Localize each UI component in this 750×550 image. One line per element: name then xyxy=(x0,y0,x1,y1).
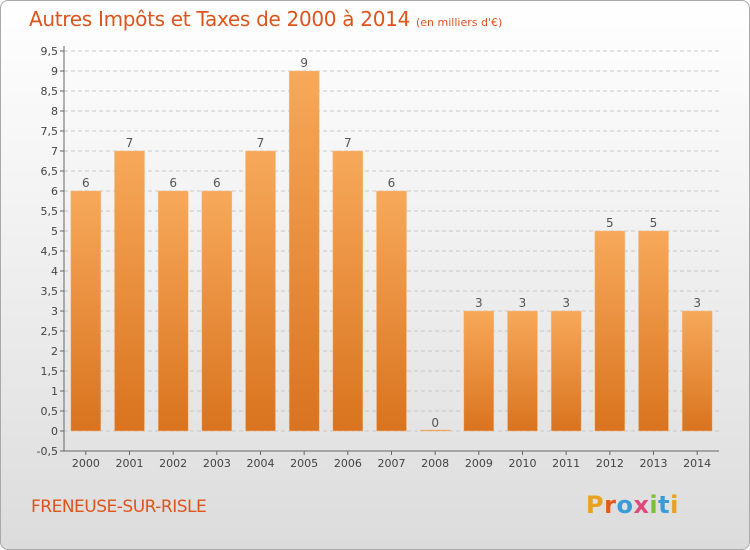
x-tick-label: 2012 xyxy=(596,457,624,470)
y-tick-label: 0 xyxy=(51,425,58,438)
y-tick-label: 5,5 xyxy=(41,205,59,218)
logo-letter: i xyxy=(670,491,679,519)
y-tick-label: 8 xyxy=(51,105,58,118)
y-tick-label: -0,5 xyxy=(37,445,58,458)
y-tick-label: 6 xyxy=(51,185,58,198)
logo-letter: o xyxy=(616,491,634,519)
y-tick-label: 7 xyxy=(51,145,58,158)
x-axis: 2000 2001 2002 2003 2004 2005 2006 2007 2008 2009… xyxy=(72,451,711,470)
bar-value-label: 7 xyxy=(344,136,352,150)
chart-subtitle: (en milliers d'€) xyxy=(416,16,503,29)
proxiti-logo: Proxiti xyxy=(586,491,679,519)
bar-2009 xyxy=(463,310,495,432)
bar-2006 xyxy=(332,150,364,432)
bars: 6 7 6 6 7 9 7 6 0 3 3 3 5 5 3 xyxy=(70,56,713,432)
bar-2002 xyxy=(157,190,189,432)
x-tick-label: 2002 xyxy=(159,457,187,470)
bar-2005 xyxy=(288,70,320,432)
y-tick-label: 9 xyxy=(51,65,58,78)
y-tick-label: 7,5 xyxy=(41,125,59,138)
y-tick-label: 3,5 xyxy=(41,285,59,298)
bar-2011 xyxy=(550,310,582,432)
y-axis: -0,5 0 0,5 1 1,5 2 2,5 3 3,5 4 4,5 5 5,5 6 6,5 7 7,5 8 8,5… xyxy=(37,45,719,458)
y-tick-label: 2,5 xyxy=(41,325,59,338)
y-tick-label: 1,5 xyxy=(41,365,59,378)
x-tick-label: 2006 xyxy=(334,457,362,470)
bar-value-label: 3 xyxy=(693,296,701,310)
x-tick-label: 2000 xyxy=(72,457,100,470)
bar-2000 xyxy=(70,190,102,432)
logo-letter: i xyxy=(649,491,659,519)
x-tick-label: 2010 xyxy=(509,457,537,470)
bar-2010 xyxy=(507,310,538,432)
bar-value-label: 6 xyxy=(213,176,221,190)
bar-value-label: 0 xyxy=(431,416,439,430)
y-tick-label: 2 xyxy=(51,345,58,358)
y-tick-label: 9,5 xyxy=(41,45,59,58)
x-tick-label: 2004 xyxy=(247,457,275,470)
logo-letter: r xyxy=(604,491,617,519)
bar-2013 xyxy=(638,230,669,432)
logo-letter: t xyxy=(658,491,671,519)
y-tick-label: 6,5 xyxy=(41,165,59,178)
bar-value-label: 3 xyxy=(519,296,527,310)
y-tick-label: 5 xyxy=(51,225,58,238)
x-tick-label: 2005 xyxy=(290,457,318,470)
bar-value-label: 3 xyxy=(562,296,570,310)
x-tick-label: 2013 xyxy=(640,457,668,470)
y-tick-label: 1 xyxy=(51,385,58,398)
bar-value-label: 7 xyxy=(257,136,265,150)
logo-letter: x xyxy=(633,491,650,519)
y-tick-label: 3 xyxy=(51,305,58,318)
bar-value-label: 3 xyxy=(475,296,483,310)
bar-2012 xyxy=(594,230,626,432)
bar-2004 xyxy=(245,150,276,432)
x-tick-label: 2007 xyxy=(378,457,406,470)
bar-2001 xyxy=(114,150,145,432)
x-tick-label: 2001 xyxy=(116,457,144,470)
town-name: FRENEUSE-SUR-RISLE xyxy=(31,497,207,517)
y-tick-label: 4,5 xyxy=(41,245,59,258)
y-tick-label: 4 xyxy=(51,265,58,278)
x-tick-label: 2009 xyxy=(465,457,493,470)
y-tick-label: 0,5 xyxy=(41,405,59,418)
bar-2014 xyxy=(681,310,713,432)
chart-title-text: Autres Impôts et Taxes de 2000 à 2014 xyxy=(29,7,410,31)
bar-2008 xyxy=(419,429,451,432)
x-tick-label: 2003 xyxy=(203,457,231,470)
bar-2007 xyxy=(376,190,407,432)
bar-value-label: 6 xyxy=(169,176,177,190)
bar-value-label: 5 xyxy=(650,216,658,230)
bar-value-label: 6 xyxy=(388,176,396,190)
bar-value-label: 9 xyxy=(300,56,308,70)
logo-letter: P xyxy=(586,491,605,519)
y-tick-label: 8,5 xyxy=(41,85,59,98)
x-tick-label: 2008 xyxy=(421,457,449,470)
bar-value-label: 7 xyxy=(126,136,134,150)
bar-2003 xyxy=(201,190,233,432)
bar-value-label: 6 xyxy=(82,176,90,190)
bar-value-label: 5 xyxy=(606,216,614,230)
chart-title: Autres Impôts et Taxes de 2000 à 2014 (en… xyxy=(29,7,502,31)
x-tick-label: 2014 xyxy=(683,457,711,470)
x-tick-label: 2011 xyxy=(552,457,580,470)
